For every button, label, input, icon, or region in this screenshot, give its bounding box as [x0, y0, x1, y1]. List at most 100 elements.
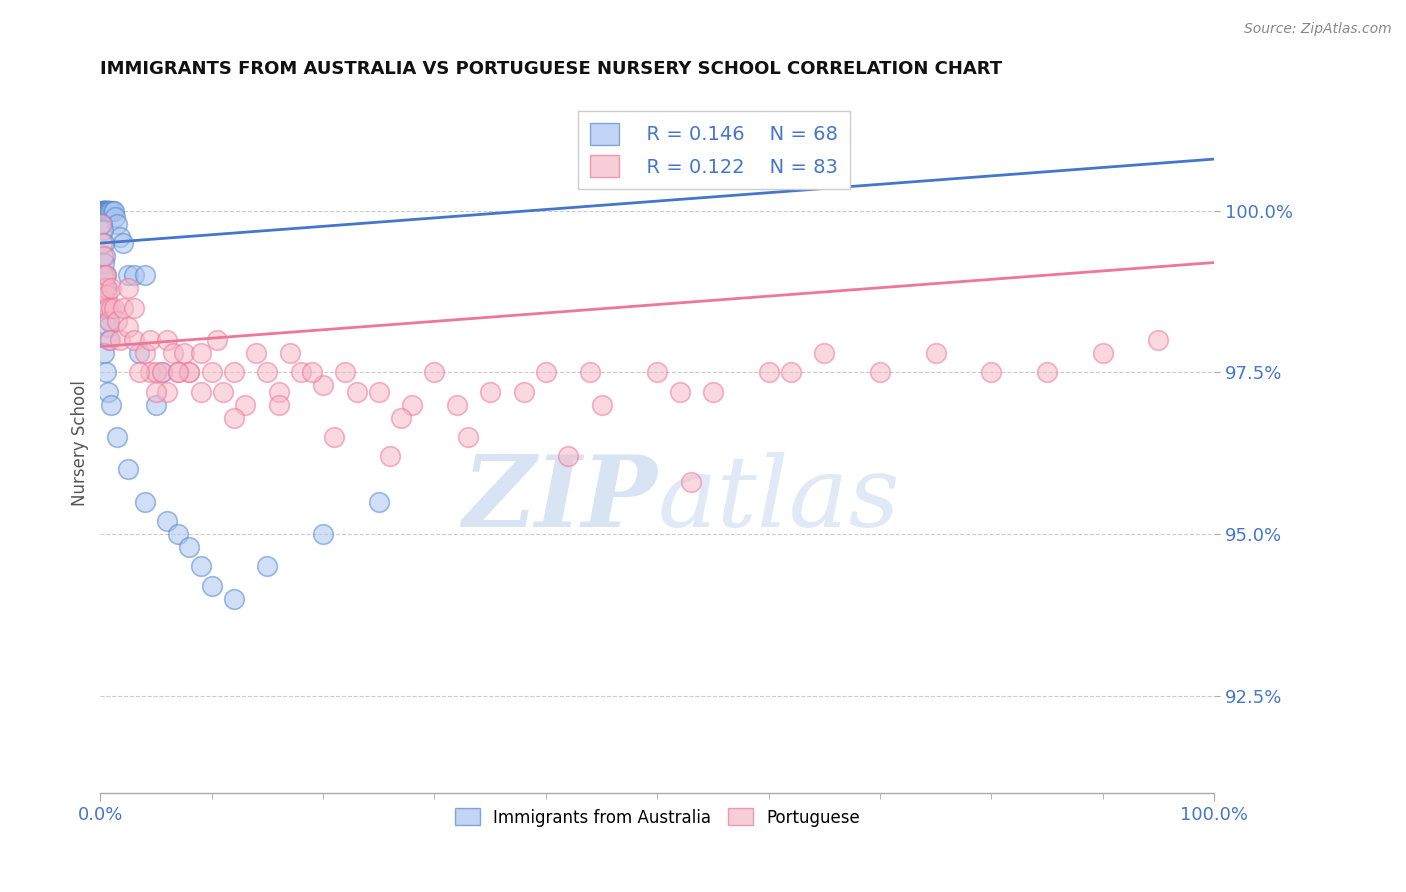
- Point: [335, 366, 357, 380]
- Point: [579, 366, 602, 380]
- Text: Source: ZipAtlas.com: Source: ZipAtlas.com: [1244, 22, 1392, 37]
- Point: [94, 268, 117, 283]
- Point: [267, 384, 290, 399]
- Point: [91, 203, 114, 218]
- Point: [110, 229, 132, 244]
- Point: [378, 450, 401, 464]
- Point: [245, 346, 267, 360]
- Point: [93, 294, 115, 309]
- Point: [150, 366, 173, 380]
- Point: [156, 514, 179, 528]
- Point: [222, 410, 245, 425]
- Point: [256, 559, 278, 574]
- Point: [512, 384, 534, 399]
- Point: [222, 591, 245, 606]
- Point: [96, 203, 118, 218]
- Point: [122, 301, 145, 315]
- Point: [150, 366, 173, 380]
- Point: [134, 494, 156, 508]
- Point: [97, 203, 120, 218]
- Point: [813, 346, 835, 360]
- Point: [457, 430, 479, 444]
- Point: [167, 527, 190, 541]
- Point: [212, 384, 235, 399]
- Point: [98, 314, 121, 328]
- Point: [96, 301, 118, 315]
- Point: [134, 268, 156, 283]
- Point: [90, 217, 112, 231]
- Text: atlas: atlas: [657, 451, 900, 547]
- Point: [93, 236, 115, 251]
- Point: [103, 203, 125, 218]
- Point: [925, 346, 948, 360]
- Point: [128, 366, 150, 380]
- Point: [98, 333, 121, 347]
- Point: [91, 203, 114, 218]
- Point: [94, 203, 117, 218]
- Point: [179, 366, 201, 380]
- Point: [301, 366, 323, 380]
- Point: [156, 384, 179, 399]
- Point: [1091, 346, 1114, 360]
- Point: [122, 333, 145, 347]
- Point: [222, 366, 245, 380]
- Point: [94, 281, 117, 295]
- Text: ZIP: ZIP: [463, 451, 657, 548]
- Point: [312, 378, 335, 392]
- Point: [105, 314, 128, 328]
- Point: [98, 203, 121, 218]
- Point: [346, 384, 368, 399]
- Point: [90, 203, 112, 218]
- Point: [93, 281, 115, 295]
- Point: [100, 281, 122, 295]
- Point: [93, 255, 115, 269]
- Point: [103, 301, 125, 315]
- Point: [290, 366, 312, 380]
- Point: [167, 366, 190, 380]
- Point: [668, 384, 690, 399]
- Point: [233, 398, 256, 412]
- Point: [423, 366, 446, 380]
- Point: [117, 320, 139, 334]
- Point: [93, 203, 115, 218]
- Point: [267, 398, 290, 412]
- Point: [134, 346, 156, 360]
- Point: [145, 384, 167, 399]
- Point: [94, 203, 117, 218]
- Point: [91, 268, 114, 283]
- Point: [94, 203, 117, 218]
- Point: [190, 559, 212, 574]
- Point: [100, 203, 122, 218]
- Point: [97, 301, 120, 315]
- Point: [96, 203, 118, 218]
- Point: [93, 203, 115, 218]
- Point: [94, 203, 117, 218]
- Point: [702, 384, 724, 399]
- Point: [94, 203, 117, 218]
- Point: [869, 366, 891, 380]
- Point: [145, 398, 167, 412]
- Point: [94, 281, 117, 295]
- Point: [201, 579, 224, 593]
- Point: [94, 301, 117, 315]
- Point: [97, 384, 120, 399]
- Point: [110, 333, 132, 347]
- Point: [96, 281, 118, 295]
- Point: [91, 203, 114, 218]
- Point: [156, 333, 179, 347]
- Point: [98, 314, 121, 328]
- Point: [100, 398, 122, 412]
- Point: [207, 333, 229, 347]
- Point: [190, 346, 212, 360]
- Y-axis label: Nursery School: Nursery School: [72, 381, 89, 507]
- Point: [111, 236, 134, 251]
- Point: [980, 366, 1002, 380]
- Point: [201, 366, 224, 380]
- Point: [97, 320, 120, 334]
- Point: [401, 398, 423, 412]
- Point: [97, 301, 120, 315]
- Point: [167, 366, 190, 380]
- Point: [162, 346, 184, 360]
- Point: [173, 346, 195, 360]
- Point: [97, 203, 120, 218]
